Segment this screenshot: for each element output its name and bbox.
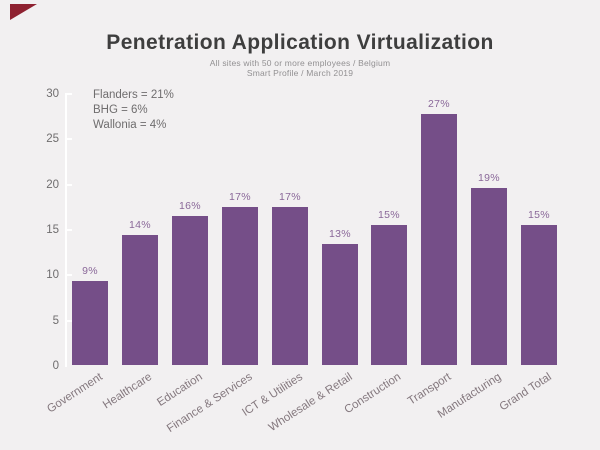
annotation-bhg: BHG = 6%: [93, 104, 148, 116]
value-label-transport: 27%: [428, 98, 450, 110]
value-label-education: 16%: [179, 200, 201, 212]
y-tick-mark-30: [65, 92, 72, 95]
bar-wholesale-retail: [322, 244, 358, 365]
region-annotation: Flanders = 21% BHG = 6% Wallonia = 4%: [93, 88, 174, 133]
value-label-construction: 15%: [378, 209, 400, 221]
y-tick-label-25: 25: [46, 133, 59, 146]
value-label-manufacturing: 19%: [478, 172, 500, 184]
y-tick-label-20: 20: [46, 178, 59, 191]
chart-subtitle-line2: Smart Profile / March 2019: [246, 68, 354, 78]
y-tick-label-10: 10: [46, 269, 59, 282]
value-label-healthcare: 14%: [129, 219, 151, 231]
bar-ict-utilities: [272, 207, 308, 365]
value-label-grand-total: 15%: [528, 209, 550, 221]
x-category-label-wholesale-retail: Wholesale & Retail: [266, 371, 355, 434]
bar-government: [72, 281, 108, 365]
bar-manufacturing: [471, 188, 507, 365]
y-tick-mark-25: [65, 138, 72, 141]
chart-subtitle-line1: All sites with 50 or more employees / Be…: [209, 58, 391, 68]
y-tick-label-30: 30: [46, 87, 59, 100]
bar-transport: [421, 114, 457, 365]
y-tick-mark-5: [65, 319, 72, 322]
bar-healthcare: [122, 235, 158, 365]
x-category-label-government: Government: [44, 371, 105, 416]
annotation-wallonia: Wallonia = 4%: [93, 119, 167, 131]
y-tick-mark-20: [65, 183, 72, 186]
x-category-label-grand-total: Grand Total: [497, 371, 554, 414]
bar-construction: [371, 225, 407, 365]
annotation-flanders: Flanders = 21%: [93, 89, 174, 101]
y-tick-label-15: 15: [46, 223, 59, 236]
y-tick-mark-10: [65, 274, 72, 277]
value-label-ict-utilities: 17%: [279, 191, 301, 203]
y-tick-mark-15: [65, 228, 72, 231]
value-label-government: 9%: [82, 265, 98, 277]
chart-title: Penetration Application Virtualization: [106, 31, 494, 54]
value-label-wholesale-retail: 13%: [329, 228, 351, 240]
x-category-label-finance-services: Finance & Services: [164, 371, 255, 436]
value-label-finance-services: 17%: [229, 191, 251, 203]
bar-finance-services: [222, 207, 258, 365]
x-category-label-healthcare: Healthcare: [101, 371, 155, 412]
brand-corner-triangle-icon: [10, 4, 37, 20]
y-tick-label-5: 5: [52, 314, 59, 327]
bar-education: [172, 216, 208, 365]
bar-grand-total: [521, 225, 557, 365]
y-tick-label-0: 0: [52, 360, 59, 372]
